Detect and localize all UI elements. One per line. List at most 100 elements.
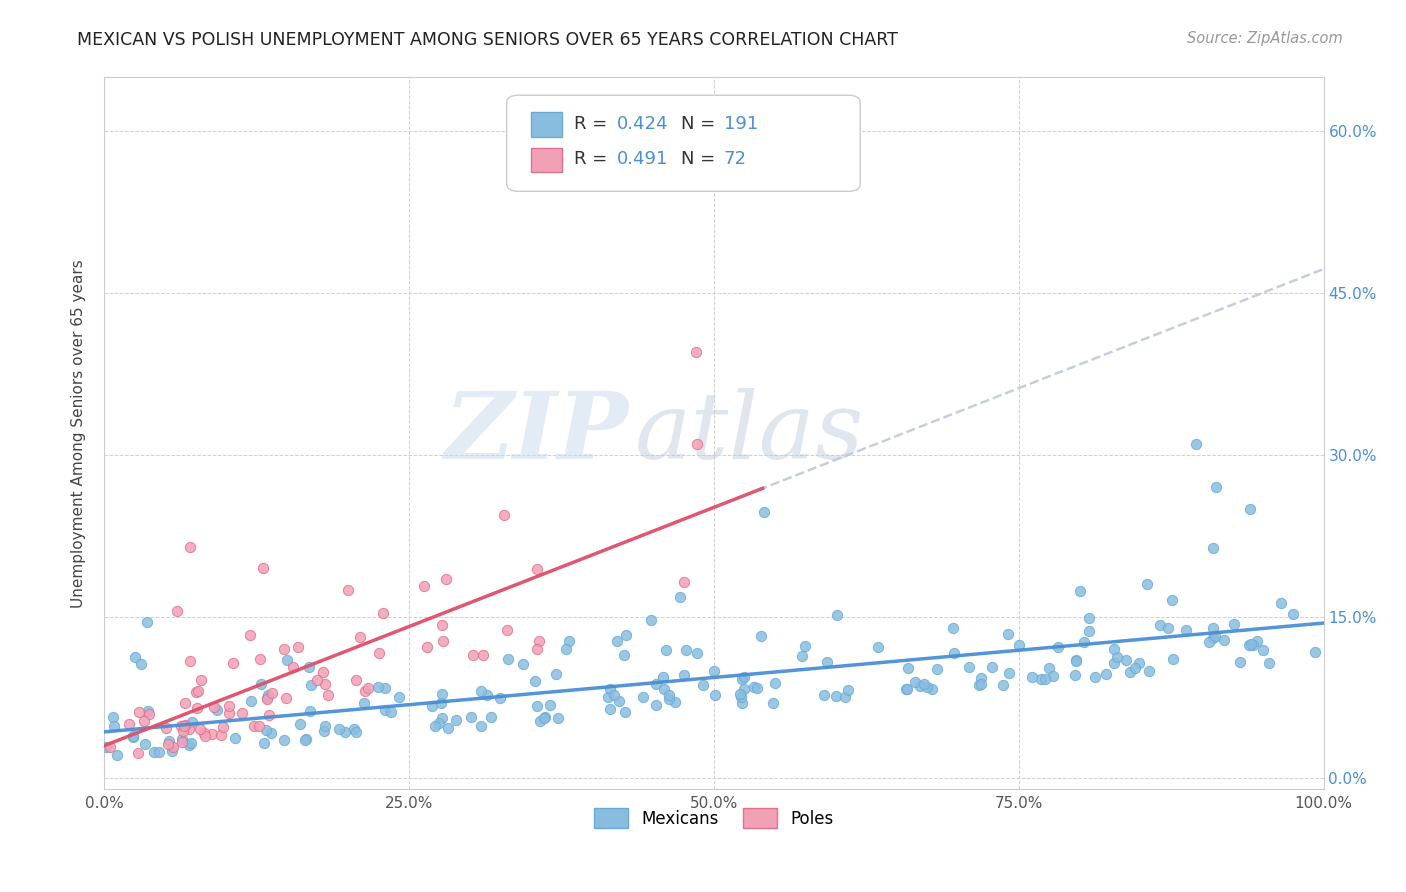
Point — [1084, 670, 1107, 684]
Point — [371, 606, 394, 620]
Point — [1094, 666, 1116, 681]
Point — [157, 737, 180, 751]
Point — [652, 681, 675, 696]
Point — [558, 634, 581, 648]
Point — [295, 732, 318, 747]
Point — [256, 691, 278, 706]
Point — [420, 699, 443, 714]
Text: N =: N = — [681, 115, 721, 133]
Point — [1282, 607, 1305, 621]
Point — [533, 710, 555, 724]
Point — [188, 722, 211, 736]
Point — [276, 691, 298, 706]
Point — [142, 745, 165, 759]
Point — [231, 706, 253, 720]
Point — [179, 723, 201, 737]
Point — [472, 648, 495, 662]
Point — [328, 723, 350, 737]
Point — [655, 643, 678, 657]
Point — [162, 740, 184, 755]
Point — [239, 628, 262, 642]
FancyBboxPatch shape — [506, 95, 860, 191]
Point — [897, 660, 920, 674]
Point — [299, 678, 322, 692]
Point — [967, 678, 990, 692]
Point — [181, 714, 204, 729]
Point — [526, 641, 548, 656]
Text: 0.424: 0.424 — [616, 115, 668, 133]
Point — [631, 690, 654, 704]
Point — [430, 711, 453, 725]
Point — [489, 690, 512, 705]
Point — [343, 723, 366, 737]
Point — [179, 540, 201, 554]
Point — [763, 676, 786, 690]
Point — [685, 646, 707, 660]
Point — [470, 684, 492, 698]
Point — [866, 640, 889, 654]
Point — [260, 726, 283, 740]
Point — [333, 724, 356, 739]
Point — [434, 572, 457, 586]
Point — [1229, 655, 1251, 669]
Point — [444, 713, 467, 727]
Point — [314, 677, 336, 691]
Point — [368, 647, 391, 661]
Point — [1270, 596, 1292, 610]
Point — [1104, 656, 1126, 670]
Point — [273, 732, 295, 747]
FancyBboxPatch shape — [531, 148, 561, 172]
Point — [896, 681, 918, 696]
Point — [1202, 541, 1225, 555]
Point — [970, 671, 993, 685]
Text: 191: 191 — [724, 115, 758, 133]
Point — [1128, 657, 1150, 671]
Point — [201, 727, 224, 741]
Point — [703, 664, 725, 678]
Point — [100, 740, 122, 755]
Point — [461, 648, 484, 662]
Point — [728, 687, 751, 701]
Point — [529, 633, 551, 648]
Point — [173, 718, 195, 732]
Point — [314, 724, 336, 739]
Point — [607, 694, 630, 708]
Point — [1064, 668, 1087, 682]
Point — [599, 702, 621, 716]
Point — [733, 670, 755, 684]
Point — [460, 710, 482, 724]
Point — [673, 668, 696, 682]
Point — [307, 673, 329, 687]
Text: R =: R = — [574, 150, 613, 169]
Point — [494, 508, 516, 522]
Point — [1251, 642, 1274, 657]
Point — [128, 705, 150, 719]
Point — [904, 675, 927, 690]
Point — [374, 681, 396, 695]
Point — [640, 613, 662, 627]
Point — [1073, 635, 1095, 649]
Point — [312, 665, 335, 680]
Point — [908, 679, 931, 693]
Point — [155, 721, 177, 735]
Y-axis label: Unemployment Among Seniors over 65 years: Unemployment Among Seniors over 65 years — [72, 259, 86, 607]
FancyBboxPatch shape — [531, 112, 561, 136]
Point — [1078, 611, 1101, 625]
Point — [606, 634, 628, 648]
Point — [1136, 577, 1159, 591]
Point — [337, 582, 360, 597]
Point — [1175, 623, 1198, 637]
Point — [745, 681, 768, 696]
Point — [498, 651, 520, 665]
Point — [997, 627, 1019, 641]
Point — [186, 701, 208, 715]
Point — [1038, 660, 1060, 674]
Point — [658, 692, 681, 706]
Point — [416, 640, 439, 655]
Point — [834, 690, 856, 704]
Point — [1240, 637, 1263, 651]
Point — [180, 736, 202, 750]
Point — [749, 629, 772, 643]
Point — [202, 700, 225, 714]
Point — [344, 673, 367, 688]
